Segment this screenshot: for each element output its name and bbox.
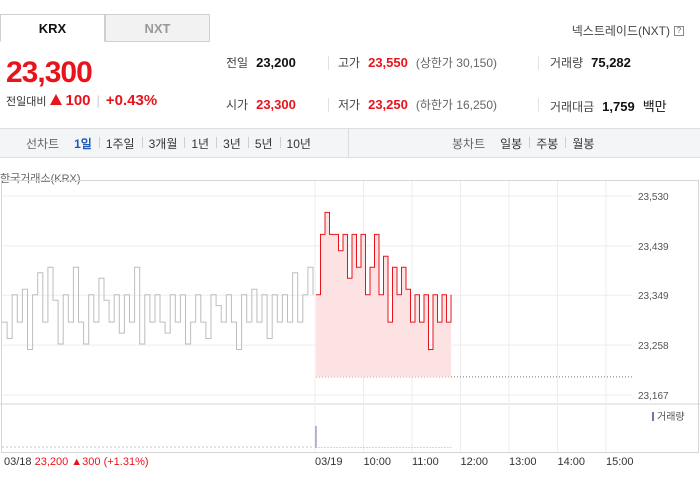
prev-day-date: 03/18 [4,456,35,468]
y-tick-label: 23,530 [638,192,669,203]
series-prev-day-line [2,266,314,350]
candle-chart-periods: 봉차트 일봉 주봉 월봉 [452,129,601,157]
y-tick-label: 23,167 [638,391,669,402]
prev-day-close: 23,200 [35,456,72,468]
price-change: 전일대비 100 | +0.43% [6,92,157,109]
period-1w[interactable]: 1주일 [98,135,142,152]
stat-divider [328,56,329,70]
y-tick-label: 23,439 [638,242,669,253]
nextrade-link[interactable]: 넥스트레이드(NXT) ? [572,22,684,39]
price-stats: 전일 23,200 시가 23,300 고가 23,550 (상한가 30,15… [210,48,700,120]
y-tick-label: 23,258 [638,341,669,352]
stat-volume-value: 75,282 [591,55,631,70]
stat-high-label: 고가 [338,56,361,70]
stat-high-limit: (상한가 30,150) [415,56,498,70]
current-price: 23,300 [6,56,93,89]
chart-frame [1,180,699,453]
y-tick-label: 23,349 [638,291,669,302]
period-5y[interactable]: 5년 [247,135,280,152]
price-series [2,211,452,377]
stat-prev-close-label: 전일 [226,56,249,70]
x-tick-label: 11:00 [412,456,439,468]
stat-amount-value: 1,759 [602,99,635,114]
candle-daily[interactable]: 일봉 [500,136,523,151]
stat-volume-label: 거래량 [550,56,584,70]
chart-toolbar: 선차트 1일 1주일 3개월 1년 3년 5년 10년 봉차트 일봉 주봉 월봉 [0,128,700,158]
up-triangle-icon [50,94,63,105]
period-3y[interactable]: 3년 [216,135,248,152]
stat-open-label: 시가 [226,98,249,112]
stat-low-value: 23,250 [368,97,408,112]
stat-prev-close-value: 23,200 [256,55,296,70]
stat-prev-close: 전일 23,200 [226,54,296,71]
stat-amount: 거래대금 1,759 백만 [550,96,667,115]
line-chart-label: 선차트 [26,136,60,151]
stat-low-limit: (하한가 16,250) [415,98,498,112]
tab-krx[interactable]: KRX [0,14,105,42]
stat-amount-unit: 백만 [642,99,667,114]
x-tick-label: 14:00 [558,456,586,468]
stat-high: 고가 23,550 (상한가 30,150) [338,54,497,71]
stat-divider [328,98,329,112]
stat-volume: 거래량 75,282 [550,54,631,71]
toolbar-divider [348,129,349,157]
candle-chart-label: 봉차트 [452,136,486,151]
line-chart-periods: 선차트 1일 1주일 3개월 1년 3년 5년 10년 [26,129,318,157]
stat-high-value: 23,550 [368,55,408,70]
tab-nxt[interactable]: NXT [105,14,210,42]
period-10y[interactable]: 10년 [279,135,318,152]
exchange-label: 한국거래소(KRX) [0,173,81,185]
stat-divider [538,56,539,70]
x-tick-label: 10:00 [364,456,392,468]
x-tick-label: 13:00 [509,456,537,468]
prev-day-summary: 03/18 23,200 ▲300 (+1.31%) [4,456,149,468]
intraday-price-chart[interactable]: 23,530 23,439 23,349 23,258 23,167 03/19 10:00… [0,180,700,470]
stat-open: 시가 23,300 [226,96,296,113]
change-amount: 100 [65,92,91,109]
help-icon[interactable]: ? [674,25,684,36]
change-percent: +0.43% [105,92,158,109]
x-tick-label: 03/19 [315,456,343,468]
stat-amount-label: 거래대금 [550,100,595,114]
candle-monthly[interactable]: 월봉 [565,135,601,152]
market-tabs: KRX NXT [0,14,210,42]
stat-divider [538,98,539,112]
volume-bars [2,426,452,448]
candle-weekly[interactable]: 주봉 [529,135,565,152]
stat-low-label: 저가 [338,98,361,112]
volume-legend-swatch [652,412,654,421]
series-today-line [316,211,452,350]
chart-labels: 23,530 23,439 23,349 23,258 23,167 03/19 10:00… [4,192,685,468]
x-tick-label: 15:00 [606,456,634,468]
prev-day-change: ▲300 [71,456,103,468]
change-separator: | [96,93,100,108]
x-tick-label: 12:00 [461,456,489,468]
stat-open-value: 23,300 [256,97,296,112]
period-1d[interactable]: 1일 [74,136,92,151]
stat-low: 저가 23,250 (하한가 16,250) [338,96,497,113]
nextrade-link-label: 넥스트레이드(NXT) [571,24,670,38]
period-1y[interactable]: 1년 [184,135,216,152]
change-label: 전일대비 [6,96,47,108]
volume-legend: 거래량 [657,411,685,423]
prev-day-change-pct: (+1.31%) [104,456,149,468]
period-3m[interactable]: 3개월 [141,135,185,152]
